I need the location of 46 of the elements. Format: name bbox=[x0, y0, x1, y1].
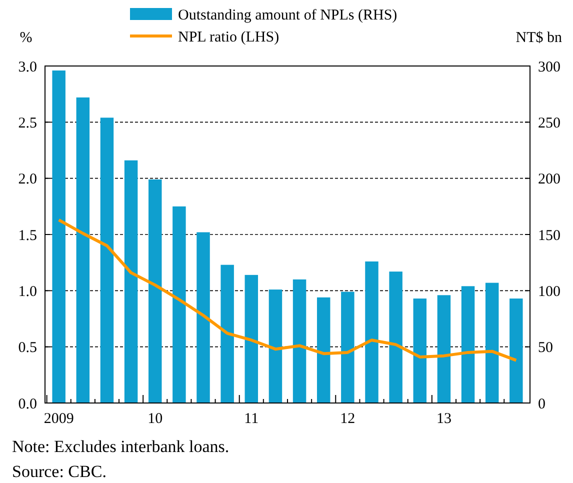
bar bbox=[461, 286, 475, 403]
y2-tick-label: 250 bbox=[538, 115, 560, 132]
bar bbox=[365, 261, 378, 403]
x-tick-label: 13 bbox=[436, 411, 452, 427]
y2-tick-label: 0 bbox=[538, 396, 546, 412]
y2-tick-label: 150 bbox=[538, 228, 560, 244]
y-axis-title: % bbox=[20, 30, 32, 46]
bar bbox=[100, 118, 114, 403]
source-note: Source: CBC. bbox=[12, 462, 106, 481]
bar bbox=[124, 160, 138, 403]
legend-label: NPL ratio (LHS) bbox=[178, 29, 280, 46]
bar bbox=[316, 297, 330, 403]
bar bbox=[268, 290, 282, 403]
bar bbox=[52, 70, 66, 403]
text: Note: Excludes interbank loans. bbox=[12, 437, 230, 456]
y2-tick-label: 50 bbox=[538, 340, 553, 356]
y-tick-label: 2.5 bbox=[18, 115, 37, 132]
x-tick-label: 10 bbox=[148, 411, 163, 427]
x-tick-label: 11 bbox=[244, 411, 259, 427]
y2-tick-label: 300 bbox=[538, 59, 560, 76]
bar bbox=[76, 97, 90, 403]
x-tick-label: 12 bbox=[340, 411, 356, 427]
y-tick-label: 1.0 bbox=[18, 284, 37, 300]
line-series bbox=[57, 218, 518, 362]
bar bbox=[172, 206, 186, 403]
bar bbox=[244, 274, 258, 403]
bar bbox=[341, 292, 354, 403]
y2-tick-label: 100 bbox=[538, 284, 560, 300]
bar bbox=[485, 282, 499, 403]
y-tick-label: 0.0 bbox=[18, 396, 37, 412]
y-tick-label: 0.5 bbox=[18, 340, 37, 356]
y-tick-label: 2.0 bbox=[18, 172, 37, 188]
bar bbox=[196, 232, 210, 403]
x-tick-label: 2009 bbox=[44, 411, 74, 427]
y-tick-label: 3.0 bbox=[18, 59, 37, 76]
bar bbox=[510, 298, 523, 403]
bar bbox=[389, 272, 402, 403]
legend-label: Outstanding amount of NPLs (RHS) bbox=[178, 7, 398, 24]
y-tick-label: 1.5 bbox=[18, 228, 37, 244]
y2-tick-label: 200 bbox=[538, 172, 560, 188]
bar bbox=[292, 279, 306, 403]
y2-axis-title: NT$ bn bbox=[516, 30, 562, 46]
bar bbox=[413, 298, 426, 403]
bar bbox=[437, 295, 451, 403]
bar bbox=[220, 264, 234, 403]
bar bbox=[148, 179, 162, 403]
